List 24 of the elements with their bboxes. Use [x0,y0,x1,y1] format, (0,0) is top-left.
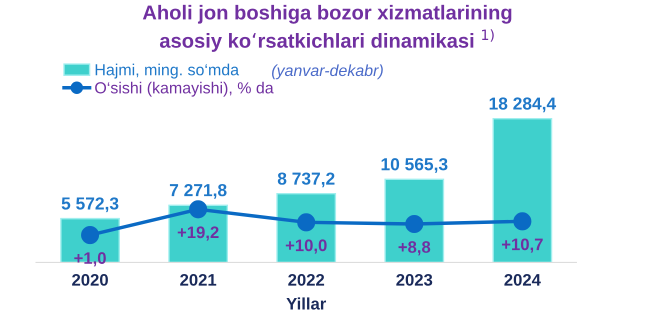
x-axis-title: Yillar [286,297,326,310]
point [513,212,532,230]
data-label: 8 737,2 [278,172,334,188]
data-label: 7 271,8 [170,184,227,199]
bar [384,178,444,262]
data-label: +10,7 [502,238,543,253]
chart-subtitle: (yanvar-dekabr) [272,64,383,80]
data-label: 5 572,3 [62,197,118,212]
point [189,200,208,218]
bar [492,118,552,262]
legend-label: O‘sishi (kamayishi), % da [95,82,274,97]
x-tick-label: 2023 [396,274,432,286]
x-tick-label: 2021 [180,274,216,286]
chart-title: Aholi jon boshiga bozor xizmatlarining asosiy ko‘rsatkichlari dinamikasi $^{1)}$ [142,4,512,52]
data-label: +19,2 [178,226,219,241]
point [405,214,424,234]
legend-label: Hajmi, ming. so‘mda [96,64,240,79]
x-tick-label: 2020 [72,274,108,286]
x-tick-label: 2022 [288,274,324,286]
x-tick-label: 2024 [504,274,541,286]
data-label: 18 284,4 [490,97,556,112]
data-label: +10,0 [286,239,327,254]
data-label: 10 565,3 [382,158,448,173]
data-label: +8,8 [398,241,430,256]
